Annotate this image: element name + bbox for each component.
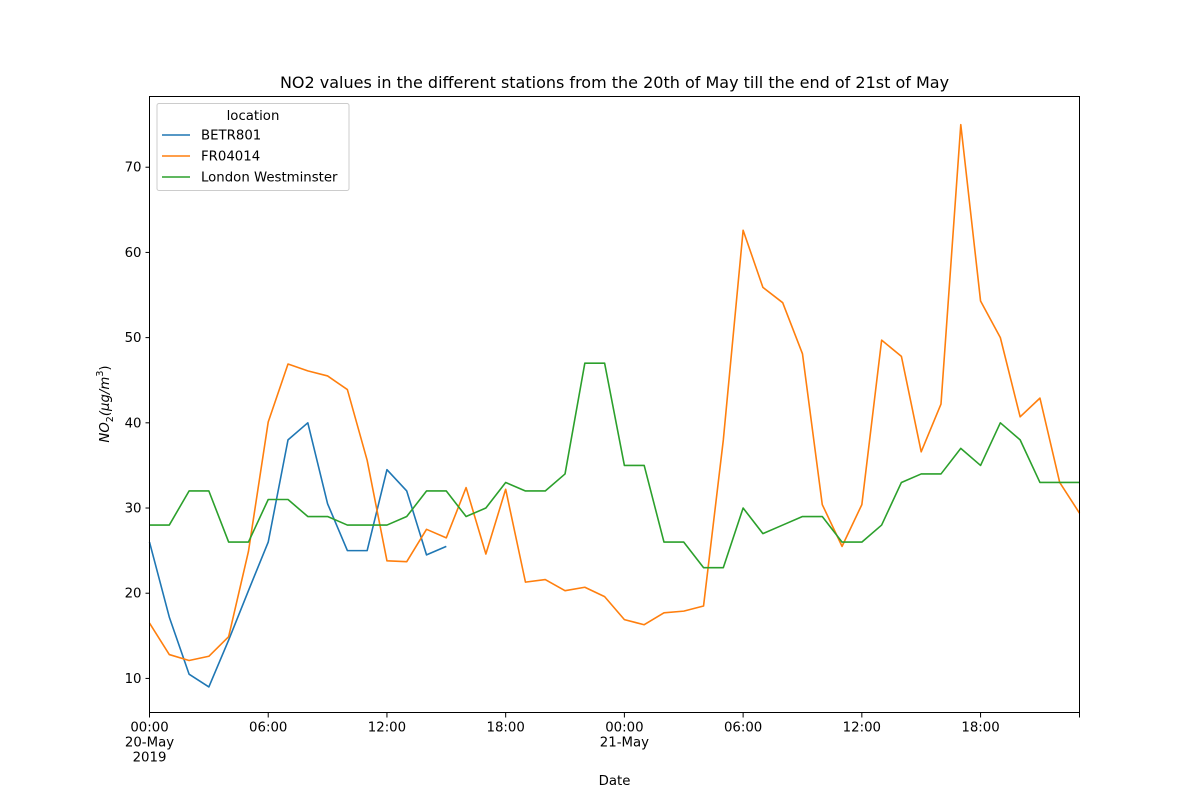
legend-label-1: FR04014 (201, 150, 260, 165)
legend-label-0: BETR801 (201, 129, 261, 144)
x-tick-label-0-0: 00:00 (130, 721, 168, 736)
x-tick-label-4-0: 00:00 (605, 721, 643, 736)
y-tick-label-6: 70 (125, 161, 142, 176)
legend-title: location (227, 109, 280, 124)
series-line-1 (148, 123, 1081, 662)
x-tick-label-2-0: 12:00 (368, 721, 406, 736)
y-tick-label-5: 60 (125, 246, 142, 261)
x-axis-label: Date (599, 774, 631, 789)
y-axis: 10 20 30 40 50 60 70 (125, 161, 150, 687)
x-tick-label-7-0: 18:00 (961, 721, 999, 736)
y-axis-label-sup: 3 (95, 371, 106, 377)
x-tick-label-5-0: 06:00 (724, 721, 762, 736)
series-line-2 (149, 362, 1080, 569)
y-axis-label: NO2(μg/m3) (95, 365, 116, 442)
plot-frame (149, 96, 1080, 713)
y-axis-label-close: ) (98, 365, 113, 370)
x-tick-label-0-2: 2019 (133, 751, 167, 766)
y-axis-label-main: NO (98, 422, 113, 442)
y-tick-label-2: 30 (125, 502, 142, 517)
x-tick-label-0-1: 20-May (125, 736, 174, 751)
y-tick-label-1: 20 (125, 587, 142, 602)
y-tick-label-0: 10 (125, 672, 142, 687)
x-tick-label-1-0: 06:00 (249, 721, 287, 736)
y-axis-label-sub: 2 (105, 416, 116, 422)
x-tick-label-6-0: 12:00 (843, 721, 881, 736)
y-axis-label-unit: (μg/m (98, 377, 113, 417)
x-tick-label-4-1: 21-May (600, 736, 649, 751)
series-line-0 (148, 422, 447, 688)
y-tick-label-3: 40 (125, 416, 142, 431)
legend-label-2: London Westminster (201, 171, 338, 186)
x-tick-label-3-0: 18:00 (487, 721, 525, 736)
y-tick-label-4: 50 (125, 331, 142, 346)
legend-box (156, 103, 350, 191)
legend: location BETR801 FR04014 London Westminste… (156, 103, 350, 191)
chart-title: NO2 values in the different stations fro… (280, 73, 949, 92)
plot-lines (148, 123, 1081, 688)
